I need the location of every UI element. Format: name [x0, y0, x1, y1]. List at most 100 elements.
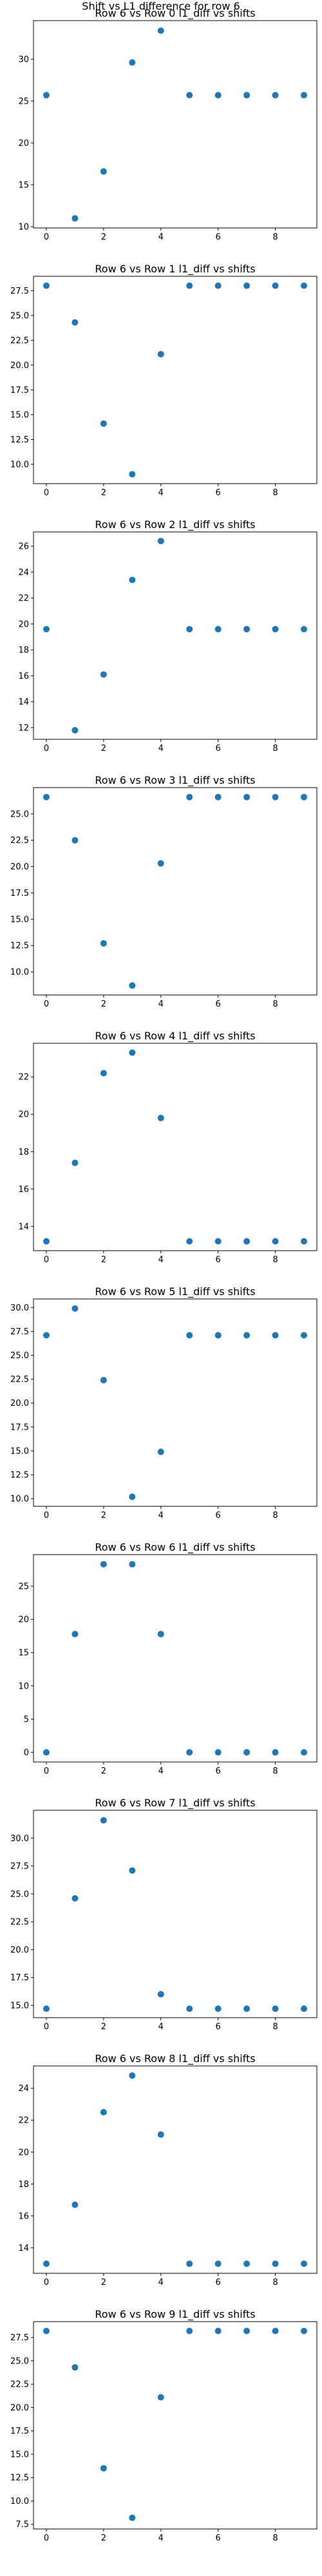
- data-point: [129, 576, 136, 583]
- data-point: [71, 726, 79, 734]
- data-point: [301, 1238, 307, 1245]
- data-point: [243, 2327, 251, 2334]
- data-point: [157, 1991, 164, 1998]
- data-point: [243, 793, 251, 800]
- y-tick-label: 10.0: [10, 1495, 29, 1504]
- y-tick-label: 26: [18, 542, 29, 552]
- data-point: [186, 2005, 193, 2012]
- y-tick-label: 20.0: [10, 862, 29, 872]
- data-point: [71, 1159, 79, 1166]
- y-tick-label: 22.5: [10, 2380, 29, 2390]
- data-point: [157, 538, 164, 545]
- subplot-title: Row 6 vs Row 7 l1_diff vs shifts: [95, 1797, 255, 1810]
- y-tick-label: 22: [18, 2116, 29, 2126]
- y-tick-label: 20: [18, 1615, 29, 1625]
- y-tick-label: 18: [18, 646, 29, 656]
- x-tick-label: 0: [44, 744, 49, 753]
- y-tick-label: 16: [18, 2211, 29, 2221]
- x-tick-label: 4: [158, 1511, 164, 1520]
- y-tick-label: 15.0: [10, 915, 29, 925]
- x-tick-label: 8: [272, 2533, 278, 2543]
- y-tick-label: 12.5: [10, 1471, 29, 1481]
- x-tick-label: 8: [272, 232, 278, 242]
- data-point: [186, 1238, 193, 1245]
- data-point: [272, 793, 279, 800]
- y-tick-label: 12: [18, 723, 29, 733]
- y-tick-label: 12.5: [10, 435, 29, 445]
- y-tick-label: 27.5: [10, 2333, 29, 2343]
- data-point: [214, 282, 222, 289]
- y-tick-label: 30: [18, 55, 29, 64]
- y-tick-label: 15.0: [10, 2001, 29, 2011]
- plot-frame: [33, 276, 317, 484]
- y-tick-label: 18: [18, 2180, 29, 2190]
- x-tick-label: 2: [101, 1766, 106, 1776]
- subplot-title: Row 6 vs Row 8 l1_diff vs shifts: [95, 2052, 255, 2065]
- x-tick-label: 2: [101, 2278, 106, 2287]
- data-point: [129, 982, 136, 989]
- data-point: [272, 625, 279, 632]
- data-point: [43, 1332, 50, 1339]
- x-tick-label: 6: [216, 2533, 221, 2543]
- data-point: [272, 91, 279, 99]
- subplot-title: Row 6 vs Row 5 l1_diff vs shifts: [95, 1285, 255, 1298]
- data-point: [100, 1560, 107, 1567]
- data-point: [186, 793, 193, 800]
- x-tick-label: 4: [158, 744, 164, 753]
- subplot-0: Row 6 vs Row 0 l1_diff vs shifts 0 2 4 6 8 10 1…: [18, 7, 317, 242]
- y-tick-label: 27.5: [10, 1327, 29, 1337]
- x-tick-label: 0: [44, 1255, 49, 1265]
- data-point: [301, 2005, 307, 2012]
- subplot-title: Row 6 vs Row 2 l1_diff vs shifts: [95, 518, 255, 531]
- data-point: [214, 91, 222, 99]
- y-tick-label: 25: [18, 1582, 29, 1592]
- y-tick-label: 10: [18, 1681, 29, 1691]
- x-tick-label: 2: [101, 2533, 106, 2543]
- x-tick-label: 8: [272, 2022, 278, 2032]
- x-tick-label: 8: [272, 1766, 278, 1776]
- y-tick-label: 5: [24, 1715, 29, 1725]
- y-tick-label: 15.0: [10, 2450, 29, 2459]
- data-point: [272, 2005, 279, 2012]
- y-tick-label: 22.5: [10, 336, 29, 346]
- y-tick-label: 20.0: [10, 1399, 29, 1408]
- y-tick-label: 20: [18, 138, 29, 148]
- data-point: [157, 2394, 164, 2401]
- data-point: [301, 91, 307, 99]
- x-tick-label: 6: [216, 744, 221, 753]
- data-point: [243, 282, 251, 289]
- subplot-title: Row 6 vs Row 0 l1_diff vs shifts: [95, 7, 255, 20]
- y-tick-label: 16: [18, 1185, 29, 1195]
- subplot-9: Row 6 vs Row 9 l1_diff vs shifts 0 2 4 6 8 7.5…: [10, 2308, 317, 2543]
- y-tick-label: 14: [18, 697, 29, 707]
- x-tick-label: 8: [272, 999, 278, 1009]
- x-tick-label: 4: [158, 232, 164, 242]
- data-point: [157, 2131, 164, 2138]
- data-point: [272, 2260, 279, 2268]
- data-point: [100, 2108, 107, 2116]
- subplot-title: Row 6 vs Row 4 l1_diff vs shifts: [95, 1030, 255, 1043]
- y-tick-label: 20.0: [10, 2403, 29, 2413]
- plot-frame: [33, 531, 317, 740]
- data-point: [301, 1332, 307, 1339]
- data-point: [43, 625, 50, 632]
- data-point: [129, 1560, 136, 1567]
- x-tick-label: 6: [216, 2278, 221, 2287]
- x-tick-label: 2: [101, 1255, 106, 1265]
- data-point: [100, 671, 107, 678]
- data-point: [243, 2260, 251, 2268]
- data-point: [214, 1332, 222, 1339]
- x-tick-label: 6: [216, 232, 221, 242]
- y-tick-label: 22.5: [10, 836, 29, 846]
- data-point: [71, 837, 79, 844]
- y-tick-label: 30.0: [10, 1834, 29, 1844]
- x-tick-label: 8: [272, 1255, 278, 1265]
- data-point: [301, 282, 307, 289]
- data-point: [100, 168, 107, 175]
- plot-frame: [33, 1043, 317, 1251]
- data-point: [272, 1238, 279, 1245]
- x-tick-label: 4: [158, 488, 164, 498]
- data-point: [129, 1867, 136, 1874]
- data-point: [243, 1238, 251, 1245]
- x-tick-label: 4: [158, 1255, 164, 1265]
